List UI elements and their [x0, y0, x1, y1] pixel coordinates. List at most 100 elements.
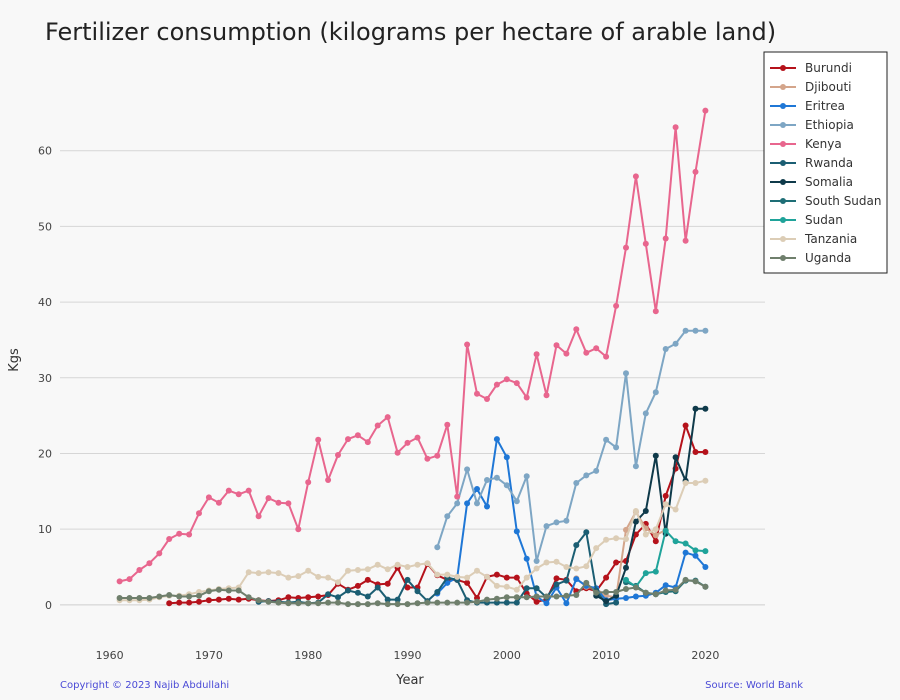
data-point-tanzania [364, 566, 371, 573]
data-point-kenya [394, 449, 401, 456]
chart-title: Fertilizer consumption (kilograms per he… [45, 18, 776, 46]
data-point-eritrea [474, 486, 480, 492]
data-point-ethiopia [623, 370, 629, 377]
data-point-uganda [672, 586, 679, 593]
legend-swatch-marker [780, 255, 786, 261]
data-point-ethiopia [672, 340, 679, 347]
data-point-tanzania [523, 574, 530, 581]
data-point-kenya [166, 536, 173, 542]
data-point-kenya [255, 513, 262, 520]
data-point-kenya [156, 550, 163, 557]
data-point-ethiopia [553, 519, 560, 526]
data-point-somalia [642, 508, 649, 514]
data-point-rwanda [434, 589, 441, 595]
data-point-ethiopia [702, 327, 709, 334]
data-point-tanzania [275, 570, 282, 577]
y-tick-label: 10 [38, 523, 52, 536]
data-point-ethiopia [652, 389, 659, 396]
data-point-ethiopia [523, 473, 530, 480]
data-point-kenya [126, 576, 133, 583]
data-point-ethiopia [533, 558, 540, 564]
data-point-kenya [404, 439, 411, 446]
data-point-kenya [484, 396, 490, 402]
data-point-kenya [652, 308, 659, 315]
x-axis-title: Year [395, 673, 424, 688]
data-point-tanzania [285, 574, 292, 581]
data-point-burundi [384, 580, 391, 587]
data-point-eritrea [464, 500, 471, 507]
data-point-uganda [603, 589, 610, 595]
data-point-burundi [603, 574, 610, 581]
data-point-eritrea [484, 503, 490, 510]
data-point-tanzania [603, 536, 610, 543]
source-text: Source: World Bank [705, 680, 803, 691]
data-point-tanzania [394, 561, 401, 568]
data-point-tanzania [513, 586, 520, 593]
data-point-tanzania [613, 535, 620, 542]
data-point-eritrea [702, 564, 709, 570]
data-point-ethiopia [434, 544, 441, 551]
data-point-uganda [146, 595, 153, 601]
data-point-kenya [345, 436, 351, 443]
legend-swatch-marker [780, 160, 786, 166]
data-point-uganda [245, 594, 252, 601]
y-axis-ticks: 0 10 20 30 40 50 60 [38, 145, 52, 612]
data-point-rwanda [335, 594, 341, 601]
data-point-uganda [533, 593, 540, 600]
data-point-uganda [354, 601, 361, 608]
data-point-rwanda [503, 599, 510, 606]
data-point-burundi [513, 574, 520, 581]
data-point-tanzania [642, 531, 649, 538]
data-point-kenya [543, 392, 550, 399]
data-point-ethiopia [444, 513, 451, 520]
data-point-tanzania [265, 569, 272, 576]
data-point-kenya [464, 341, 471, 348]
data-point-kenya [275, 499, 282, 506]
x-tick-label: 1980 [294, 649, 322, 662]
data-point-tanzania [493, 582, 500, 589]
data-point-burundi [464, 579, 471, 586]
data-point-uganda [394, 601, 401, 608]
data-point-kenya [384, 414, 391, 421]
series-somalia [593, 405, 709, 605]
data-point-somalia [702, 405, 709, 412]
data-point-eritrea [632, 593, 639, 600]
legend-label-burundi: Burundi [805, 61, 852, 75]
data-point-uganda [205, 588, 212, 595]
x-tick-label: 2000 [493, 649, 521, 662]
data-point-kenya [215, 499, 222, 506]
data-point-kenya [444, 421, 451, 428]
data-point-kenya [553, 342, 560, 349]
data-point-uganda [632, 584, 639, 591]
data-point-tanzania [484, 573, 490, 580]
data-point-ethiopia [593, 467, 600, 474]
series-kenya [116, 107, 709, 585]
data-point-rwanda [374, 584, 381, 591]
data-point-uganda [702, 583, 709, 590]
data-point-eritrea [682, 549, 689, 556]
data-point-eritrea [493, 436, 500, 443]
data-point-uganda [235, 587, 242, 594]
data-point-tanzania [563, 564, 570, 570]
data-point-tanzania [553, 558, 560, 565]
data-point-tanzania [345, 567, 351, 574]
data-point-kenya [593, 345, 600, 352]
data-point-uganda [444, 599, 451, 606]
data-point-burundi [493, 571, 500, 578]
legend-label-south-sudan: South Sudan [805, 194, 882, 208]
copyright-text: Copyright © 2023 Najib Abdullahi [60, 680, 229, 691]
data-point-uganda [285, 600, 292, 607]
data-point-tanzania [424, 560, 431, 567]
legend-swatch-marker [780, 198, 786, 204]
legend-swatch-marker [780, 84, 786, 90]
data-point-somalia [632, 518, 639, 525]
data-point-ethiopia [682, 327, 689, 334]
data-point-kenya [205, 494, 212, 501]
data-point-uganda [503, 594, 510, 601]
y-tick-label: 0 [45, 599, 52, 612]
data-point-ethiopia [573, 480, 580, 486]
data-point-tanzania [692, 480, 699, 486]
data-point-ethiopia [464, 466, 471, 473]
data-point-uganda [404, 601, 411, 608]
